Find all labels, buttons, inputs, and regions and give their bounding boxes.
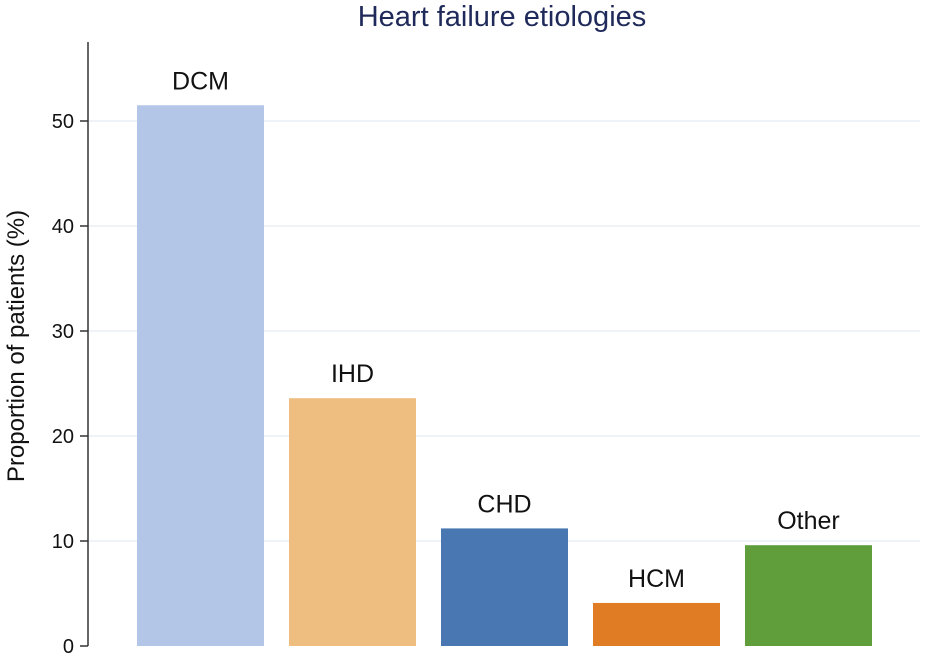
bar-label-other: Other: [777, 507, 840, 535]
bar-label-dcm: DCM: [172, 67, 229, 95]
bar-ihd: [289, 398, 416, 646]
y-tick-label: 40: [52, 216, 74, 238]
y-tick-label: 30: [52, 321, 74, 343]
bar-dcm: [137, 105, 264, 646]
y-tick-label: 0: [63, 636, 74, 658]
y-tick-label: 10: [52, 531, 74, 553]
bar-label-ihd: IHD: [331, 360, 374, 388]
bar-label-chd: CHD: [477, 490, 531, 518]
y-axis-label: Proportion of patients (%): [3, 210, 30, 482]
y-axis-ticks: 0 10 20 30 40 50: [52, 111, 88, 658]
bar-labels: DCM IHD CHD HCM Other: [172, 67, 840, 593]
y-tick-label: 20: [52, 426, 74, 448]
bar-label-hcm: HCM: [628, 565, 685, 593]
bar-chd: [441, 528, 568, 646]
bar-hcm: [593, 602, 720, 646]
bars: [137, 105, 872, 646]
chart-title: Heart failure etiologies: [358, 1, 647, 33]
bar-other: [745, 545, 872, 646]
y-tick-label: 50: [52, 111, 74, 133]
